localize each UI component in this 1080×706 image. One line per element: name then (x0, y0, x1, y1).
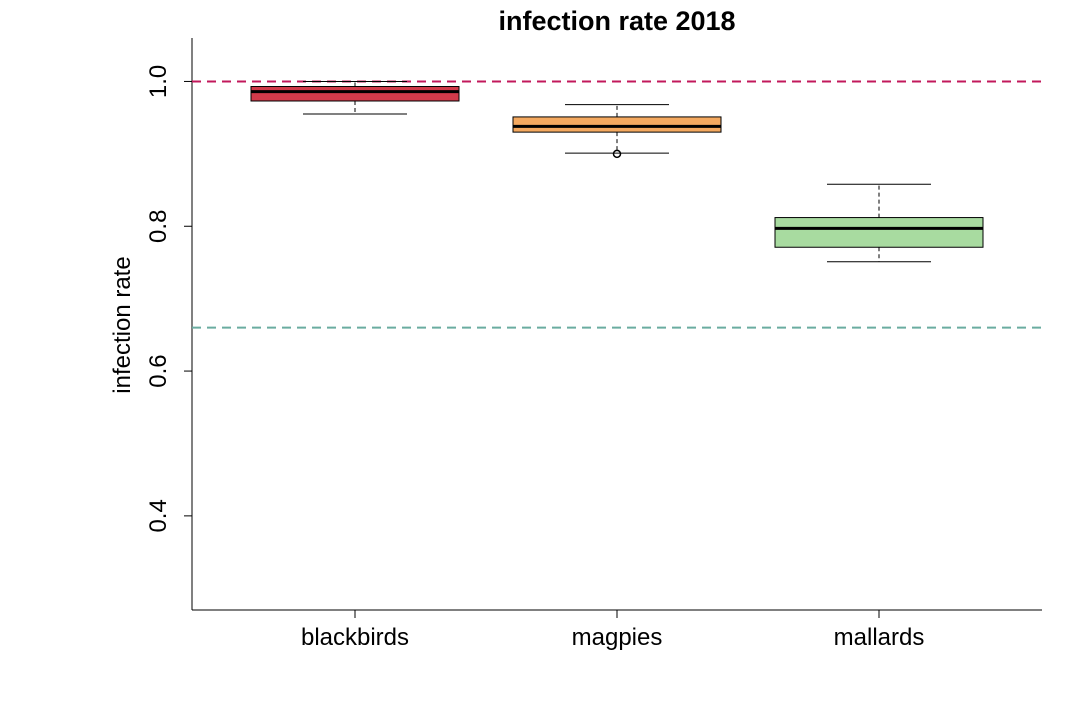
box-iqr (774, 217, 984, 248)
y-axis-ticks: 0.4 0.6 0.8 1.0 (145, 65, 192, 533)
x-tick-label: magpies (572, 624, 663, 651)
box-blackbirds (250, 80, 460, 115)
chart-title: infection rate 2018 (498, 6, 735, 36)
y-tick-label: 0.8 (145, 210, 172, 243)
y-tick-label: 0.4 (145, 499, 172, 532)
box-magpies (512, 104, 722, 159)
box-iqr (512, 116, 722, 133)
box-series (250, 80, 984, 263)
outlier-point (612, 149, 622, 159)
box-mallards (774, 183, 984, 263)
x-axis-ticks: blackbirds magpies mallards (301, 610, 924, 651)
y-tick-label: 0.6 (145, 354, 172, 387)
box-iqr (250, 86, 460, 102)
y-tick-label: 1.0 (145, 65, 172, 98)
y-axis-title: infection rate (109, 256, 136, 393)
x-tick-label: blackbirds (301, 624, 409, 651)
x-tick-label: mallards (834, 624, 925, 651)
